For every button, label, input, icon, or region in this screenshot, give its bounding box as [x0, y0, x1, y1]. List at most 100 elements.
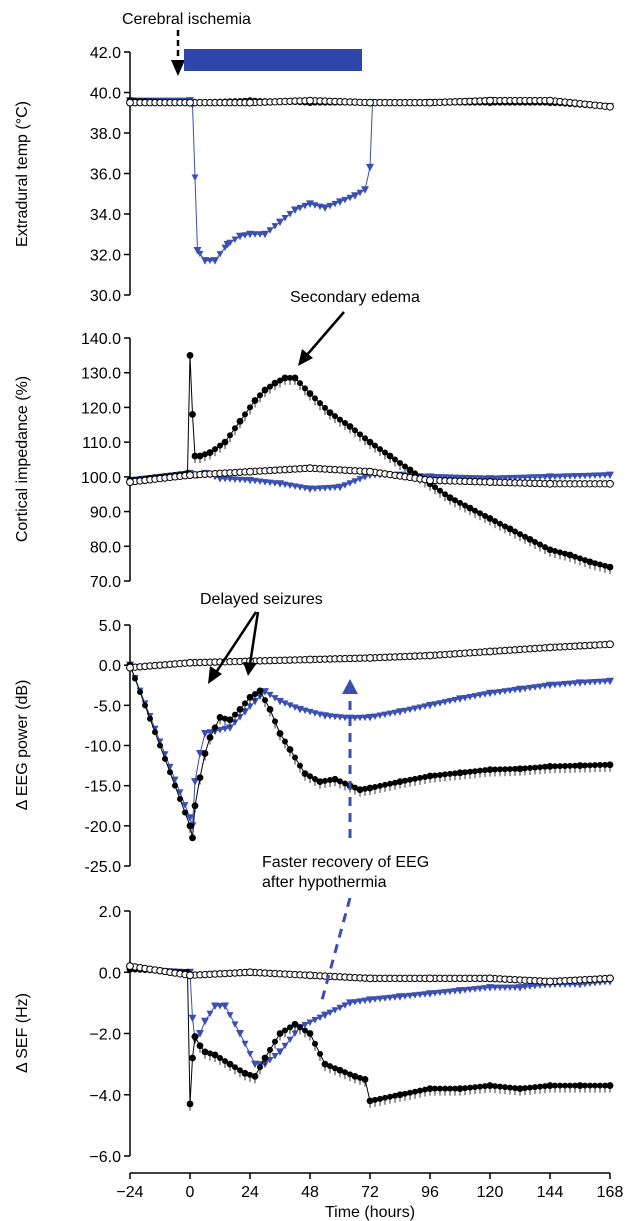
- data-point: [552, 1082, 558, 1089]
- data-point: [152, 729, 158, 736]
- x-tick-label: 0: [186, 1184, 195, 1201]
- data-point: [321, 712, 329, 720]
- data-point: [366, 98, 374, 107]
- data-point: [361, 474, 369, 481]
- data-point: [312, 775, 318, 782]
- series-line: [129, 665, 611, 826]
- data-point: [486, 96, 494, 105]
- data-point: [577, 555, 583, 562]
- data-point: [446, 988, 454, 996]
- data-point: [376, 995, 384, 1003]
- data-point: [266, 705, 274, 713]
- data-point: [326, 713, 334, 720]
- data-point: [188, 1014, 197, 1023]
- data-point: [426, 476, 434, 485]
- data-point: [386, 994, 394, 1002]
- data-point: [561, 473, 569, 480]
- x-tick-label: 48: [301, 1184, 319, 1201]
- data-point: [576, 762, 584, 769]
- data-point: [241, 1069, 249, 1077]
- data-point: [211, 1051, 219, 1059]
- x-tick-label: −24: [116, 1184, 143, 1201]
- data-point: [341, 1002, 349, 1009]
- data-point: [471, 986, 479, 993]
- data-point: [346, 480, 354, 487]
- data-point: [606, 1082, 614, 1089]
- data-point: [306, 464, 314, 473]
- data-point: [536, 474, 544, 481]
- data-point: [452, 1085, 458, 1092]
- data-point: [302, 385, 308, 392]
- data-point: [251, 1060, 259, 1069]
- data-point: [307, 773, 313, 780]
- data-point: [186, 971, 194, 980]
- data-point: [221, 475, 229, 483]
- data-point: [292, 754, 298, 761]
- data-point: [506, 475, 514, 482]
- data-point: [576, 472, 584, 480]
- data-point: [572, 762, 578, 769]
- data-point: [546, 546, 554, 554]
- data-point: [356, 476, 364, 483]
- data-point: [426, 701, 434, 710]
- data-point: [366, 654, 374, 662]
- data-point: [442, 771, 448, 778]
- y-tick-label: −4.0: [89, 1088, 121, 1105]
- data-point: [587, 1082, 593, 1089]
- data-point: [507, 766, 513, 773]
- y-tick-label: 90.0: [90, 505, 121, 522]
- data-point: [316, 485, 324, 492]
- data-point: [566, 680, 574, 688]
- data-point: [171, 776, 179, 784]
- data-point: [186, 471, 194, 480]
- data-point: [182, 809, 188, 816]
- data-point: [276, 218, 284, 227]
- cerebral-ischemia-arrowhead: [171, 60, 185, 76]
- data-point: [516, 984, 524, 992]
- data-point: [562, 550, 568, 557]
- data-point: [276, 480, 284, 488]
- data-point: [142, 702, 148, 709]
- data-point: [572, 553, 578, 560]
- data-point: [327, 777, 333, 784]
- data-point: [377, 782, 383, 789]
- data-point: [321, 1011, 329, 1020]
- data-point: [126, 98, 134, 107]
- data-point: [317, 400, 323, 407]
- data-point: [342, 1069, 348, 1076]
- data-point: [417, 774, 423, 781]
- data-point: [297, 1024, 303, 1031]
- data-point: [586, 472, 594, 480]
- data-point: [261, 479, 269, 486]
- data-point: [506, 525, 514, 533]
- data-point: [316, 1014, 324, 1022]
- y-tick-label: 32.0: [90, 248, 121, 265]
- data-point: [396, 993, 404, 1001]
- data-point: [537, 541, 543, 548]
- data-point: [496, 688, 504, 696]
- data-point: [336, 198, 344, 206]
- data-point: [301, 770, 309, 778]
- data-point: [437, 487, 443, 494]
- data-point: [216, 475, 224, 483]
- data-point: [606, 479, 614, 488]
- data-point: [271, 379, 279, 387]
- data-point: [241, 477, 249, 484]
- data-point: [297, 380, 303, 387]
- data-point: [601, 472, 609, 479]
- eeg-recovery-label-line2: after hypothermia: [262, 874, 387, 891]
- data-point: [542, 1083, 548, 1090]
- data-point: [281, 700, 289, 707]
- data-point: [362, 785, 368, 792]
- data-point: [432, 484, 438, 491]
- data-point: [597, 561, 603, 568]
- data-point: [491, 984, 499, 992]
- data-point: [447, 770, 453, 777]
- data-point: [516, 1085, 524, 1093]
- data-point: [546, 643, 554, 652]
- data-point: [421, 991, 429, 998]
- data-point: [217, 1055, 223, 1061]
- data-point: [281, 481, 289, 489]
- data-point: [271, 1052, 279, 1060]
- data-point: [216, 1002, 224, 1010]
